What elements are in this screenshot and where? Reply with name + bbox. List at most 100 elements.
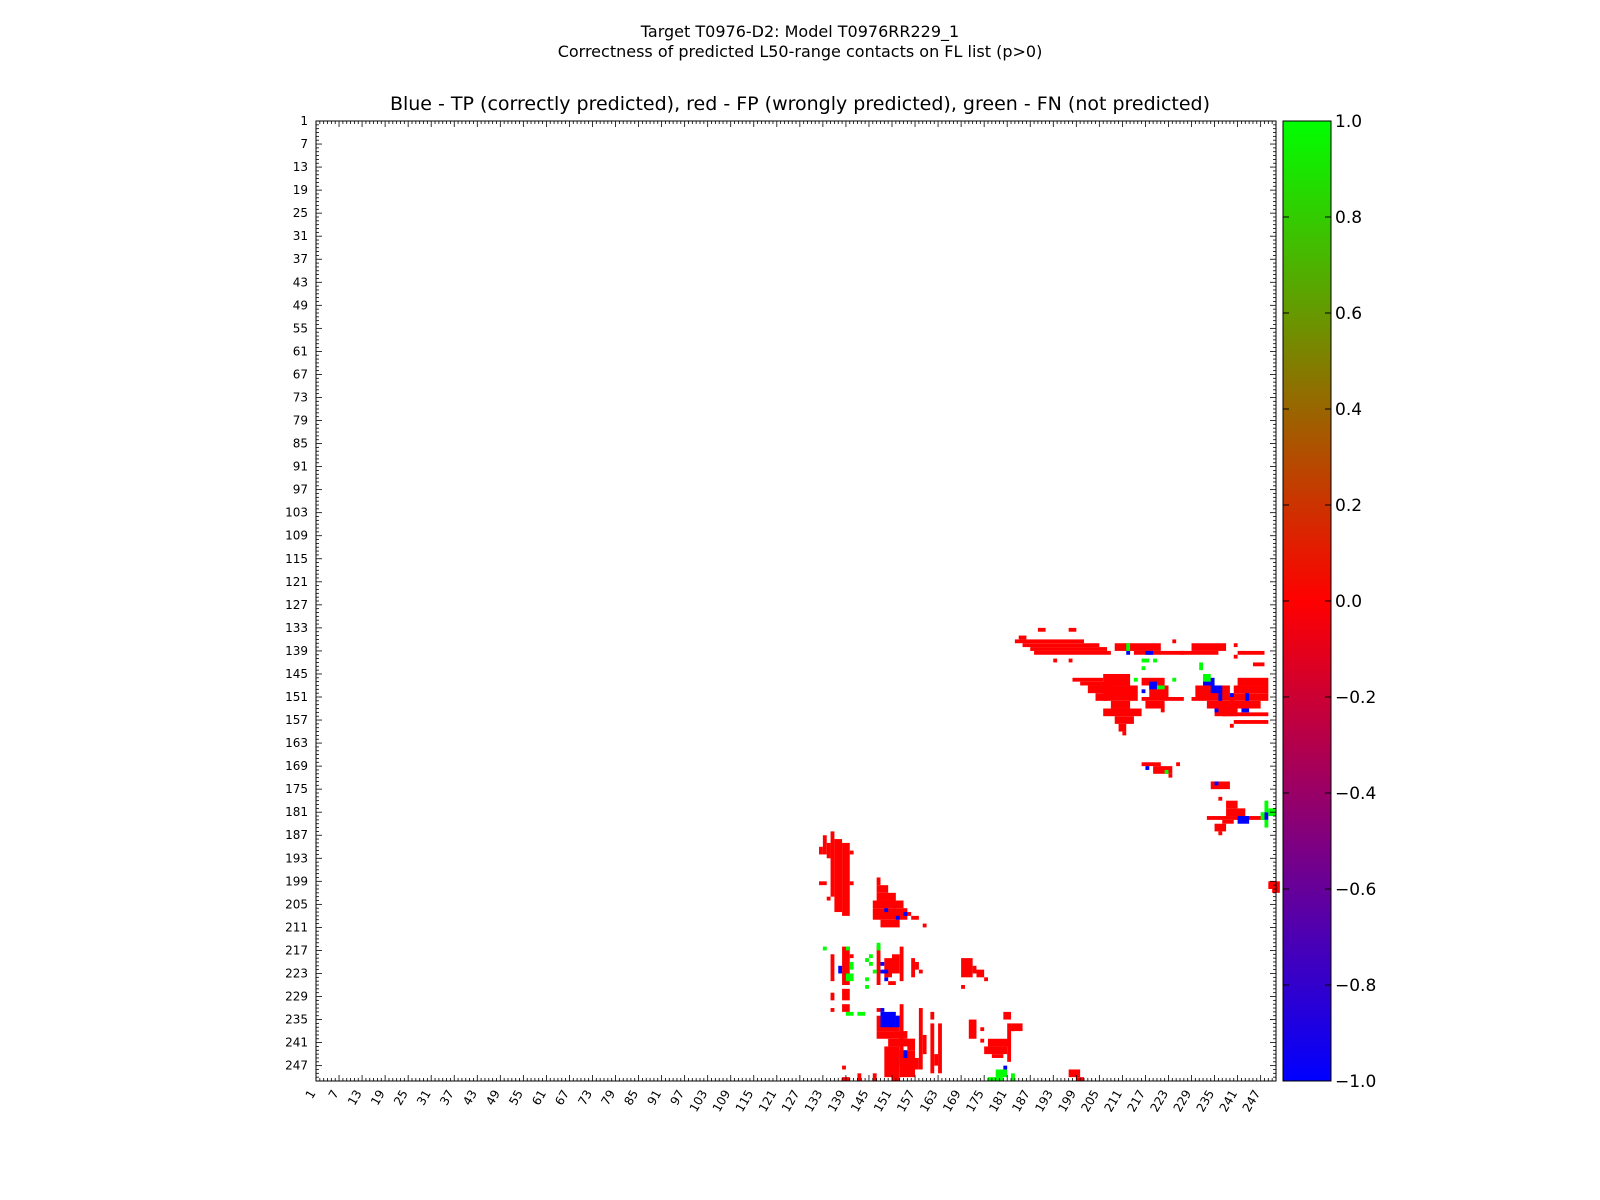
x-tick-label: 103	[687, 1088, 711, 1115]
fp-cell	[1011, 1023, 1023, 1032]
tp-cell	[884, 908, 889, 913]
fp-cell	[899, 1004, 904, 1066]
fp-cell	[1153, 766, 1173, 774]
fp-cell	[842, 1065, 846, 1070]
fn-cell	[1141, 658, 1150, 663]
fp-cell	[830, 954, 835, 982]
colorbar-tick-label: −0.2	[1335, 688, 1376, 708]
y-tick-label: 61	[293, 344, 308, 358]
fp-cell	[934, 1054, 939, 1066]
colorbar-tick-label: −0.6	[1335, 880, 1376, 900]
fp-cell	[922, 1034, 927, 1055]
fn-cell	[845, 946, 850, 951]
fp-cell	[1233, 643, 1238, 648]
fp-cell	[830, 831, 835, 897]
x-tick-label: 187	[1009, 1088, 1033, 1115]
x-tick-label: 205	[1078, 1088, 1102, 1115]
y-tick-label: 19	[293, 183, 308, 197]
x-tick-label: 121	[756, 1088, 780, 1115]
fn-cell	[868, 961, 873, 966]
x-tick-label: 169	[940, 1088, 964, 1115]
chart-title-line2: Correctness of predicted L50-range conta…	[557, 42, 1043, 61]
fp-cell	[1237, 677, 1269, 686]
fn-cell	[857, 1011, 866, 1016]
fp-cell	[1226, 800, 1238, 809]
colorbar: 1.0 0.8 0.6 0.4 0.2 0.0 −0.2 −0.4 −0.6 −0.8 −1.0	[1282, 112, 1376, 1092]
fp-cell	[888, 981, 896, 985]
fn-cell	[822, 946, 827, 951]
fp-cell	[1180, 650, 1219, 655]
tp-cell	[1237, 816, 1250, 824]
colorbar-gradient	[1282, 120, 1332, 1082]
tp-cell	[1126, 650, 1131, 655]
fp-cell	[1072, 677, 1104, 682]
fn-cell	[1133, 677, 1138, 682]
fp-cell	[1114, 643, 1161, 651]
fp-cell	[961, 958, 973, 978]
fp-cell	[1218, 831, 1223, 836]
x-tick-label: 211	[1101, 1088, 1125, 1115]
fn-cell	[1164, 769, 1169, 774]
x-tick-label: 199	[1055, 1088, 1079, 1115]
fp-cell	[884, 958, 892, 978]
fp-cell	[1206, 700, 1234, 709]
fp-cell	[830, 992, 835, 1001]
x-tick-label: 97	[667, 1088, 687, 1108]
fn-cell	[1011, 1073, 1015, 1081]
fp-cell	[892, 954, 900, 974]
tp-cell	[880, 969, 889, 974]
y-tick-label: 235	[285, 1013, 308, 1027]
plot-frame	[315, 120, 1277, 1082]
colorbar-tick-label: 1.0	[1335, 112, 1362, 132]
x-tick-label: 37	[437, 1088, 457, 1108]
fp-cell	[876, 1031, 908, 1039]
fp-cell	[1145, 700, 1165, 709]
y-tick-label: 13	[293, 160, 308, 174]
x-tick-label: 115	[733, 1088, 757, 1115]
fp-cell	[849, 881, 854, 886]
x-tick-labels: 1 7 13 19 25 31 37 43 49 55 61 67 73 79 85 91 97 103 109 11…	[303, 1088, 1264, 1115]
fp-cell	[1122, 731, 1127, 736]
fp-cell	[1007, 1023, 1012, 1062]
fp-cell	[1214, 823, 1227, 832]
fp-cell	[991, 1054, 1004, 1058]
fp-cell	[1172, 639, 1177, 644]
fp-cell	[899, 946, 904, 982]
y-tick-label: 31	[293, 229, 308, 243]
fn-cell	[1199, 662, 1204, 671]
fp-cell	[1068, 658, 1073, 663]
x-tick-label: 133	[802, 1088, 826, 1115]
fp-cell	[1149, 685, 1169, 697]
fp-cell	[930, 1023, 935, 1074]
y-tick-label: 67	[293, 367, 308, 381]
fp-cell	[826, 896, 831, 901]
colorbar-tick-label: −0.4	[1335, 784, 1376, 804]
fp-cell	[918, 1008, 923, 1070]
chart-title: Target T0976-D2: Model T0976RR229_1	[640, 22, 960, 41]
fp-cell	[1034, 650, 1111, 655]
fp-cell	[1022, 643, 1100, 648]
fn-cell	[865, 958, 869, 962]
tp-cell	[1245, 693, 1250, 701]
fn-cell	[845, 1011, 854, 1016]
fp-cell	[972, 965, 977, 974]
tp-cell	[838, 965, 843, 974]
fn-cell	[1260, 812, 1265, 820]
fn-cell	[1156, 685, 1165, 690]
fp-cell	[1114, 716, 1134, 724]
fp-cell	[1103, 685, 1138, 701]
fp-cell	[1229, 693, 1269, 701]
tp-cell	[903, 1050, 908, 1058]
y-tick-label: 85	[293, 437, 308, 451]
fp-cell	[1229, 723, 1234, 728]
y-tick-label: 181	[285, 805, 308, 819]
fp-cell	[938, 1023, 942, 1074]
y-tick-label: 43	[293, 275, 308, 289]
fp-cell	[911, 1057, 919, 1070]
tp-cell	[1264, 812, 1269, 820]
tp-cell	[1145, 766, 1150, 770]
fp-cell	[830, 1008, 835, 1012]
contact-cells	[819, 627, 1280, 1081]
tp-cell	[1214, 781, 1219, 786]
y-tick-label: 133	[285, 621, 308, 635]
